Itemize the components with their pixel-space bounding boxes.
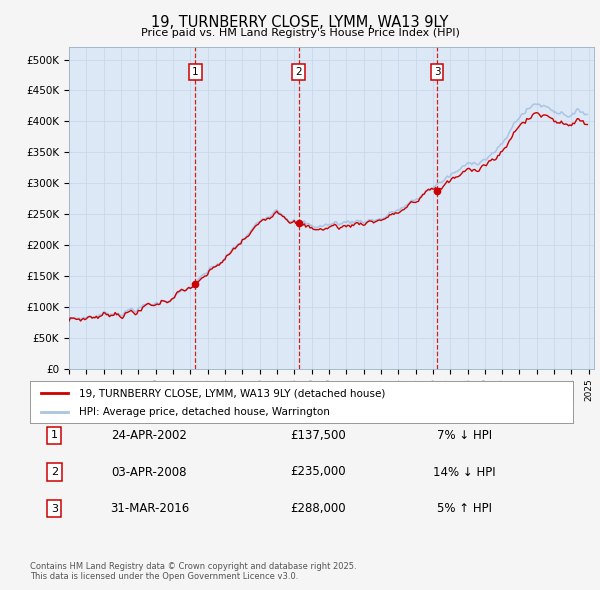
Text: 31-MAR-2016: 31-MAR-2016 — [110, 502, 189, 515]
Text: 1: 1 — [192, 67, 199, 77]
Text: Price paid vs. HM Land Registry's House Price Index (HPI): Price paid vs. HM Land Registry's House … — [140, 28, 460, 38]
Text: 1: 1 — [51, 431, 58, 440]
Text: 3: 3 — [51, 504, 58, 513]
Text: 2: 2 — [51, 467, 58, 477]
Text: 19, TURNBERRY CLOSE, LYMM, WA13 9LY: 19, TURNBERRY CLOSE, LYMM, WA13 9LY — [151, 15, 449, 30]
Text: 03-APR-2008: 03-APR-2008 — [112, 466, 187, 478]
Text: 5% ↑ HPI: 5% ↑ HPI — [437, 502, 492, 515]
Text: 14% ↓ HPI: 14% ↓ HPI — [433, 466, 496, 478]
Text: HPI: Average price, detached house, Warrington: HPI: Average price, detached house, Warr… — [79, 408, 330, 417]
Text: £288,000: £288,000 — [290, 502, 346, 515]
Text: £137,500: £137,500 — [290, 429, 346, 442]
Text: 24-APR-2002: 24-APR-2002 — [112, 429, 187, 442]
Text: 2: 2 — [295, 67, 302, 77]
Text: 3: 3 — [434, 67, 440, 77]
Text: 7% ↓ HPI: 7% ↓ HPI — [437, 429, 492, 442]
Text: £235,000: £235,000 — [290, 466, 346, 478]
Text: 19, TURNBERRY CLOSE, LYMM, WA13 9LY (detached house): 19, TURNBERRY CLOSE, LYMM, WA13 9LY (det… — [79, 388, 385, 398]
Text: Contains HM Land Registry data © Crown copyright and database right 2025.
This d: Contains HM Land Registry data © Crown c… — [30, 562, 356, 581]
